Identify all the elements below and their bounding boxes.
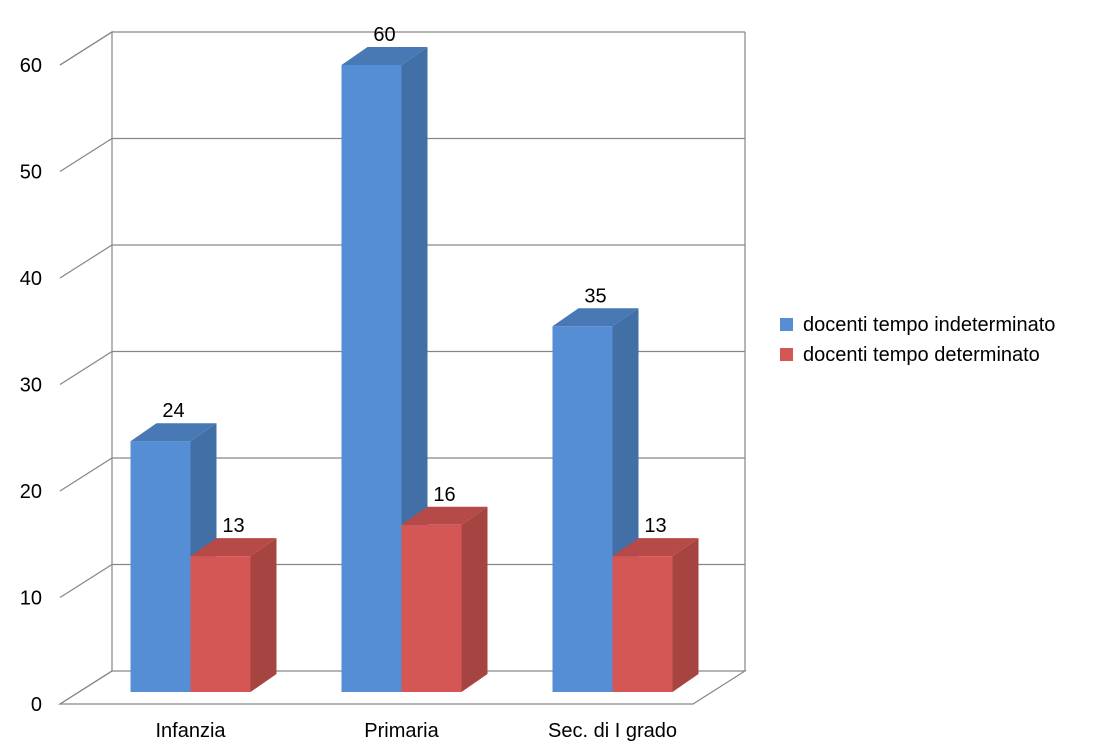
x-tick-label: Sec. di I grado: [548, 720, 677, 742]
y-tick-label: 0: [31, 694, 42, 716]
data-label: 16: [433, 484, 455, 506]
gridline: [59, 563, 745, 599]
bar-top: [401, 506, 488, 525]
bar-top: [130, 423, 217, 442]
y-tick-label: 10: [20, 588, 42, 610]
y-tick-label: 50: [20, 162, 42, 184]
data-label: 13: [222, 515, 244, 537]
gridline: [59, 350, 745, 386]
y-tick-label: 20: [20, 481, 42, 503]
legend-label: docenti tempo indeterminato: [803, 314, 1055, 336]
bar-side: [672, 538, 699, 692]
gridlines: [59, 31, 745, 599]
gridline: [59, 137, 745, 173]
y-axis-ticks: 0 10 20 30 40 50 60: [20, 55, 42, 716]
data-label: 60: [373, 24, 395, 46]
bar-top: [341, 47, 428, 65]
legend: docenti tempo indeterminato docenti tempo…: [780, 314, 1055, 366]
bar-top: [552, 308, 639, 327]
legend-swatch: [780, 318, 793, 331]
bar-front: [612, 556, 673, 692]
bar-front: [552, 326, 613, 692]
gridline: [59, 244, 745, 279]
bar-front: [190, 556, 251, 692]
gridline: [59, 31, 745, 66]
x-axis-ticks: Infanzia Primaria Sec. di I grado: [155, 720, 677, 742]
x-tick-label: Infanzia: [155, 720, 226, 742]
data-label: 24: [162, 400, 184, 422]
data-label: 13: [644, 515, 666, 537]
gridline: [59, 457, 745, 492]
data-label: 35: [584, 285, 606, 307]
bar-top: [612, 538, 699, 557]
bars: [130, 47, 699, 692]
bar-front: [130, 441, 191, 692]
legend-swatch: [780, 348, 793, 361]
bar-top: [190, 538, 277, 557]
y-tick-label: 40: [20, 268, 42, 290]
bar-front: [401, 524, 462, 692]
legend-label: docenti tempo determinato: [803, 344, 1040, 366]
y-tick-label: 60: [20, 55, 42, 77]
bar-side: [250, 538, 277, 692]
bar-front: [341, 65, 402, 692]
bar-side: [461, 506, 488, 692]
x-tick-label: Primaria: [364, 720, 439, 742]
data-labels: 24 13 60 16 35 13: [162, 24, 666, 537]
y-tick-label: 30: [20, 375, 42, 397]
